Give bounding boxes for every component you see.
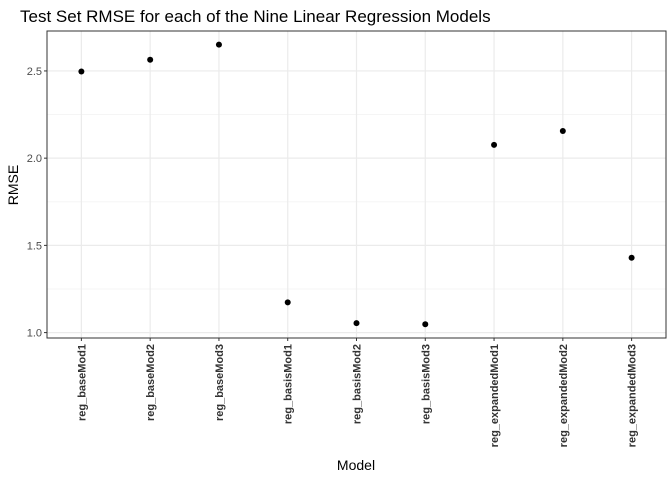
x-tick-label: reg_expandedMod3 [627, 344, 639, 447]
data-point-reg_baseMod2 [147, 56, 154, 63]
x-tick-label: reg_expandedMod2 [558, 344, 570, 447]
x-tick-label: reg_basisMod2 [352, 344, 364, 424]
grid [47, 31, 666, 338]
data-point-reg_expandedMod3 [628, 254, 635, 261]
x-tick-label: reg_baseMod2 [145, 344, 157, 421]
data-point-reg_basisMod2 [353, 320, 360, 327]
data-point-reg_expandedMod1 [491, 141, 498, 148]
x-tick-label: reg_basisMod1 [283, 344, 295, 424]
y-tick-label: 2.0 [27, 153, 42, 165]
x-axis-title: Model [337, 457, 375, 473]
data-point-reg_expandedMod2 [559, 127, 566, 134]
data-point-reg_basisMod1 [284, 299, 291, 306]
data-point-reg_baseMod3 [215, 41, 222, 48]
y-tick-label: 2.5 [27, 66, 42, 78]
data-point-reg_baseMod1 [78, 68, 85, 75]
y-axis: 1.0 1.5 2.0 2.5 [27, 66, 47, 340]
data-point-reg_basisMod3 [422, 321, 429, 328]
y-tick-label: 1.5 [27, 240, 42, 252]
x-tick-label: reg_baseMod3 [214, 344, 226, 421]
x-axis: reg_baseMod1 reg_baseMod2 reg_baseMod3 reg_… [76, 338, 639, 447]
x-tick-label: reg_basisMod3 [420, 344, 432, 424]
data-points [78, 41, 635, 328]
x-tick-label: reg_expandedMod1 [489, 344, 501, 447]
x-tick-label: reg_baseMod1 [76, 344, 88, 421]
y-tick-label: 1.0 [27, 328, 42, 340]
y-axis-title: RMSE [5, 165, 21, 205]
chart-title: Test Set RMSE for each of the Nine Linea… [20, 7, 491, 26]
